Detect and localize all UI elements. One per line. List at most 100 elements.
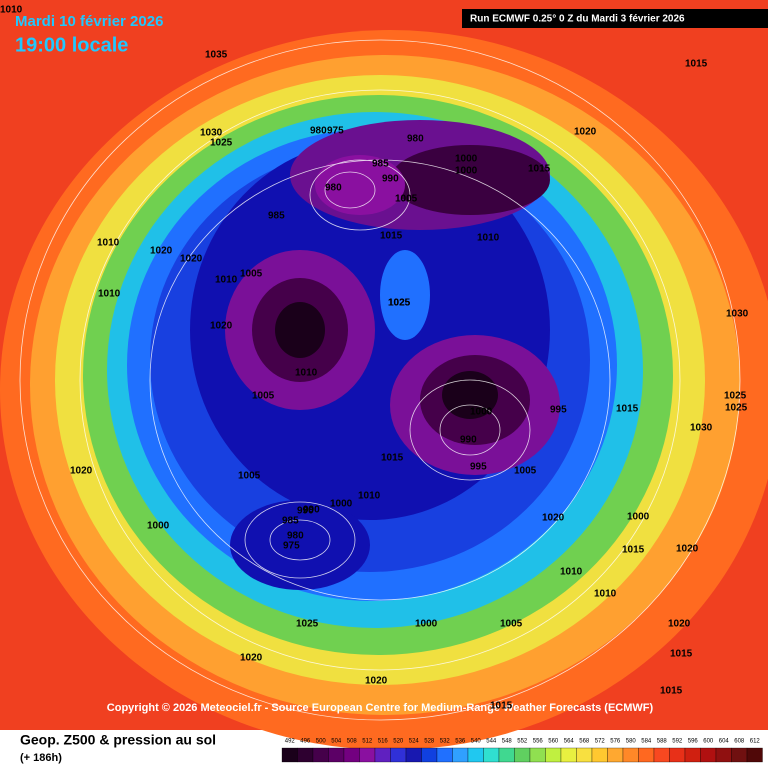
colorbar-swatch xyxy=(436,747,453,763)
isobar-label: 1010 xyxy=(215,275,238,286)
isobar-label: 1020 xyxy=(240,653,263,664)
isobar-label: 995 xyxy=(470,462,487,473)
colorbar-swatch xyxy=(359,747,376,763)
isobar-label: 1010 xyxy=(560,567,583,578)
isobar-label: 1010 xyxy=(295,368,318,379)
isobar-label: 1000 xyxy=(455,154,478,165)
isobar-label: 985 xyxy=(372,159,389,170)
copyright: Copyright © 2026 Meteociel.fr - Source E… xyxy=(107,702,654,714)
colorbar-swatch xyxy=(421,747,438,763)
isobar-label: 1025 xyxy=(388,298,411,309)
colorbar-tick-label: 560 xyxy=(548,739,559,745)
colorbar-swatch xyxy=(498,747,515,763)
isobar-label: 1025 xyxy=(210,138,233,149)
field-band xyxy=(315,155,405,215)
field-band xyxy=(442,371,498,419)
isobar-label: 1020 xyxy=(70,466,93,477)
colorbar-tick-label: 496 xyxy=(300,739,311,745)
isobar-label: 1015 xyxy=(660,686,683,697)
colorbar-swatch xyxy=(684,747,701,763)
isobar-label: 1015 xyxy=(670,649,693,660)
isobar-label: 1030 xyxy=(690,423,713,434)
colorbar-tick-label: 572 xyxy=(595,739,606,745)
colorbar-tick-label: 612 xyxy=(750,739,761,745)
colorbar-swatch xyxy=(529,747,546,763)
isobar-label: 1025 xyxy=(725,403,748,414)
isobar-label: 1025 xyxy=(296,619,319,630)
isobar-label: 1005 xyxy=(238,471,261,482)
colorbar-tick-label: 532 xyxy=(440,739,451,745)
isobar-label: 1010 xyxy=(98,289,121,300)
isobar-label: 995 xyxy=(550,405,567,416)
isobar-label: 1005 xyxy=(395,194,418,205)
isobar-label: 980 xyxy=(325,183,342,194)
isobar-label: 975 xyxy=(327,126,344,137)
colorbar-tick-label: 584 xyxy=(641,739,652,745)
isobar-label: 990 xyxy=(460,435,477,446)
isobar-label: 975 xyxy=(283,541,300,552)
colorbar-swatch xyxy=(746,747,763,763)
colorbar-swatch xyxy=(560,747,577,763)
isobar-label: 1010 xyxy=(97,238,120,249)
colorbar-swatch xyxy=(297,747,314,763)
colorbar-tick-label: 604 xyxy=(719,739,730,745)
colorbar-swatch xyxy=(545,747,562,763)
isobar-label: 1025 xyxy=(388,298,411,309)
colorbar: 492 496 500 504 508 512 516 520 524 528 532 536 540 5… xyxy=(281,739,763,763)
colorbar-tick-label: 588 xyxy=(657,739,668,745)
time: 19:00 locale xyxy=(15,34,128,56)
field-band xyxy=(380,250,430,340)
colorbar-swatch xyxy=(483,747,500,763)
isobar-label: 1030 xyxy=(200,128,223,139)
colorbar-tick-label: 544 xyxy=(486,739,497,745)
isobar-label: 1000 xyxy=(330,499,353,510)
run-box xyxy=(462,9,768,28)
isobar-label: 1000 xyxy=(415,619,438,630)
isobars xyxy=(19,39,741,721)
isobar-label: 1020 xyxy=(210,321,233,332)
colorbar-swatch xyxy=(374,747,391,763)
colorbar-tick-label: 548 xyxy=(502,739,513,745)
legend-lead: (+ 186h) xyxy=(20,752,62,764)
colorbar-tick-label: 500 xyxy=(316,739,327,745)
colorbar-swatch xyxy=(328,747,345,763)
run-info: Run ECMWF 0.25° 0 Z du Mardi 3 février 2… xyxy=(470,14,685,25)
isobar-label: 1015 xyxy=(528,164,551,175)
colorbar-tick-label: 512 xyxy=(362,739,373,745)
isobar-label: 1015 xyxy=(490,701,513,712)
isobar-label: 1010 xyxy=(477,233,500,244)
isobar-label: 985 xyxy=(268,211,285,222)
isobar-label: 1005 xyxy=(240,269,263,280)
colorbar-tick-label: 536 xyxy=(455,739,466,745)
isobar-label: 985 xyxy=(282,516,299,527)
colorbar-tick-label: 528 xyxy=(424,739,435,745)
isobar-label: 1015 xyxy=(685,59,708,70)
legend-title: Geop. Z500 & pression au sol xyxy=(20,732,216,748)
isobar-label: 1025 xyxy=(724,391,747,402)
isobar-label: 1020 xyxy=(676,544,699,555)
colorbar-tick-label: 556 xyxy=(533,739,544,745)
isobar-label: 990 xyxy=(382,174,399,185)
colorbar-tick-label: 508 xyxy=(347,739,358,745)
isobar-label: 1000 xyxy=(147,521,170,532)
colorbar-swatch xyxy=(312,747,329,763)
colorbar-swatch xyxy=(452,747,469,763)
colorbar-tick-label: 608 xyxy=(734,739,745,745)
isobar-label: 1015 xyxy=(381,453,404,464)
colorbar-swatch xyxy=(576,747,593,763)
isobar-label: 1010 xyxy=(594,589,617,600)
isobar-label: 980 xyxy=(407,134,424,145)
isobar-label: 990 xyxy=(303,505,320,516)
colorbar-swatch xyxy=(731,747,748,763)
isobar-label: 1020 xyxy=(574,127,597,138)
isobar-label: 1005 xyxy=(514,466,537,477)
colorbar-swatch xyxy=(281,747,298,763)
colorbar-tick-label: 600 xyxy=(703,739,714,745)
isobar-label: 1015 xyxy=(622,545,645,556)
colorbar-tick-label: 540 xyxy=(471,739,482,745)
isobar-label: 1000 xyxy=(627,512,650,523)
colorbar-swatch xyxy=(715,747,732,763)
colorbar-tick-label: 492 xyxy=(285,739,296,745)
colorbar-tick-label: 576 xyxy=(610,739,621,745)
